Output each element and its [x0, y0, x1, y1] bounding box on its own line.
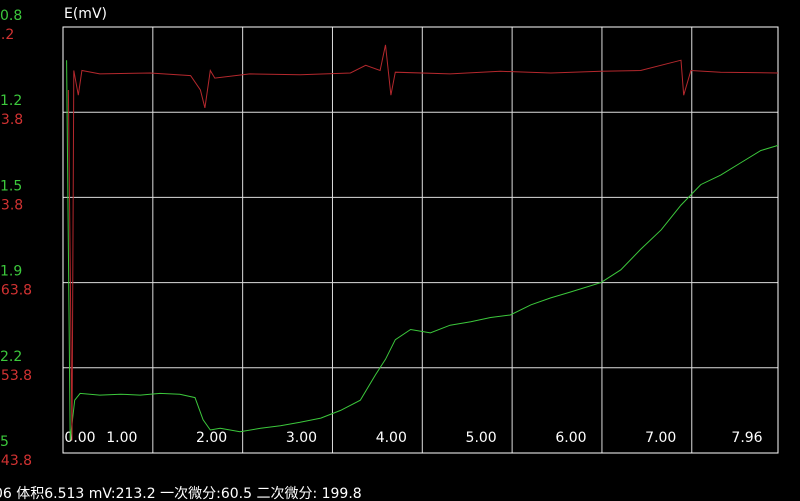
- x-tick-label: 4.00: [376, 430, 407, 446]
- x-tick-label: 7.96: [731, 430, 762, 446]
- chart-title: E(mV): [64, 6, 107, 22]
- y-tick-label: 0.8: [0, 8, 22, 24]
- data-line: [66, 60, 779, 441]
- y-tick-label: 1.5: [0, 178, 22, 194]
- y2-tick-label: 03.8: [0, 112, 23, 128]
- y-tick-label: 2.2: [0, 349, 22, 365]
- y-tick-label: 5: [0, 434, 9, 450]
- x-tick-label: 6.00: [555, 430, 586, 446]
- status-bar: 06 体积6.513 mV:213.2 一次微分:60.5 二次微分: 199.…: [0, 486, 362, 501]
- x-tick-label: 1.00: [106, 430, 137, 446]
- y2-tick-label: 043.8: [0, 453, 32, 469]
- data-line: [67, 44, 779, 441]
- y2-tick-label: 73.8: [0, 197, 23, 213]
- x-tick-label: 2.00: [196, 430, 227, 446]
- x-tick-label: 7.00: [645, 430, 676, 446]
- y-tick-label: 1.9: [0, 264, 22, 280]
- x-tick-label: 3.00: [286, 430, 317, 446]
- y2-tick-label: 353.8: [0, 368, 32, 384]
- y-tick-label: 1.2: [0, 93, 22, 109]
- y2-tick-label: 563.8: [0, 283, 32, 299]
- y2-tick-label: 6.2: [0, 27, 14, 43]
- x-tick-label: 5.00: [466, 430, 497, 446]
- x-tick-label: 0.00: [64, 430, 95, 446]
- plot-border: [62, 26, 779, 454]
